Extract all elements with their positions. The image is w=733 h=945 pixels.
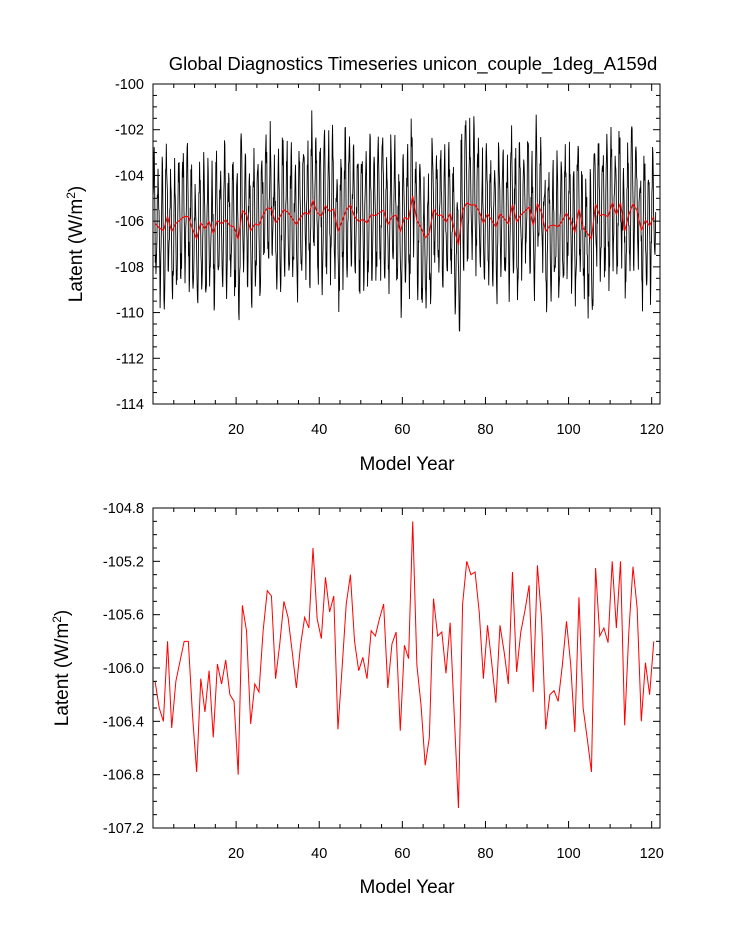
bottom-y-tick-label: -105.2 <box>103 554 144 570</box>
top-panel: 20 40 60 80 100 120 -114 -112 -110 -108 -106 -104 -1… <box>64 77 664 475</box>
bottom-x-tick-label: 60 <box>394 846 410 862</box>
bottom-y-tick-label: -107.2 <box>103 821 144 837</box>
bottom-y-axis-label: Latent (W/m2) <box>50 610 73 727</box>
top-y-axis-label: Latent (W/m2) <box>64 186 87 303</box>
top-x-tick-label: 80 <box>477 422 493 438</box>
top-y-tick-label: -108 <box>115 260 144 276</box>
top-y-tick-label: -112 <box>116 351 144 367</box>
bottom-x-tick-label: 80 <box>477 846 493 862</box>
top-y-tick-label: -114 <box>116 397 144 413</box>
top-x-tick-label: 20 <box>228 422 244 438</box>
top-plot-series <box>152 110 657 332</box>
bottom-annual-series-line <box>154 521 655 809</box>
top-y-axis-label-close: ) <box>66 186 87 192</box>
bottom-plot-frame <box>152 507 661 829</box>
bottom-x-tick-label: 120 <box>640 846 664 862</box>
top-y-tick-label: -104 <box>115 168 144 184</box>
top-y-tick-label: -106 <box>115 214 144 230</box>
top-y-tick-label: -102 <box>115 123 144 139</box>
top-annual-series-line <box>154 195 655 246</box>
top-y-tick-label: -100 <box>115 77 144 93</box>
bottom-y-tick-label: -106.0 <box>103 661 144 677</box>
top-y-axis-label-sup: 2 <box>64 192 78 199</box>
top-plot-frame <box>152 83 661 405</box>
bottom-y-axis-label-close: ) <box>52 610 73 616</box>
top-y-tick-label: -110 <box>116 306 144 322</box>
bottom-y-tick-label: -105.6 <box>103 608 144 624</box>
chart-title: Global Diagnostics Timeseries unicon_cou… <box>169 53 658 75</box>
bottom-axes: 20 40 60 80 100 120 -107.2 -106.8 -106.4 -106.0 -1… <box>103 501 664 862</box>
top-x-tick-label: 120 <box>640 422 664 438</box>
bottom-y-tick-label: -106.8 <box>103 768 144 784</box>
bottom-x-tick-label: 40 <box>311 846 327 862</box>
top-y-axis-label-main: Latent (W/m <box>66 199 87 302</box>
bottom-x-tick-label: 20 <box>228 846 244 862</box>
bottom-y-tick-label: -104.8 <box>103 501 144 517</box>
bottom-x-axis-label: Model Year <box>359 877 455 898</box>
top-x-tick-label: 40 <box>311 422 327 438</box>
top-x-tick-label: 100 <box>556 422 580 438</box>
bottom-x-tick-label: 100 <box>556 846 580 862</box>
bottom-panel: 20 40 60 80 100 120 -107.2 -106.8 -106.4 -106.0 -1… <box>50 501 664 898</box>
bottom-plot-series <box>154 521 655 809</box>
bottom-y-axis-label-sup: 2 <box>50 616 64 623</box>
top-x-axis-label: Model Year <box>359 454 455 475</box>
top-x-tick-label: 60 <box>394 422 410 438</box>
bottom-y-axis-label-main: Latent (W/m <box>52 623 73 726</box>
bottom-y-tick-label: -106.4 <box>103 714 144 730</box>
